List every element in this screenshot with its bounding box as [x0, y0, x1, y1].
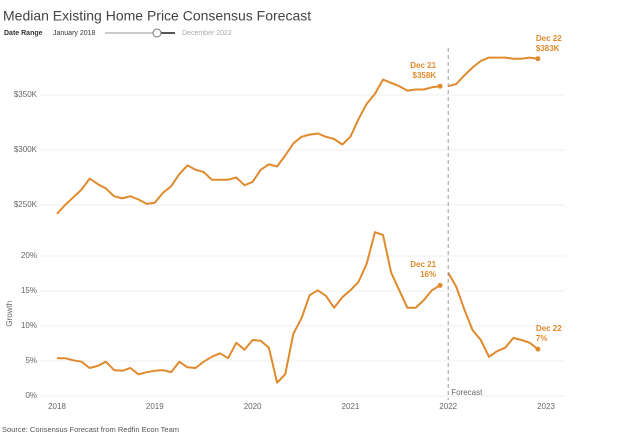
- value-label: Dec 21 16%: [410, 260, 437, 280]
- value-label: Dec 21 $358K: [410, 61, 437, 81]
- x-tick-label: 2021: [342, 402, 360, 411]
- y-axis-label: Growth: [5, 301, 14, 327]
- y-tick-label: 0%: [25, 391, 37, 400]
- point: [535, 56, 541, 62]
- x-tick-label: 2020: [244, 402, 262, 411]
- point: [437, 83, 443, 89]
- line: [56, 78, 441, 215]
- slider-knob[interactable]: [152, 28, 162, 38]
- y-tick-label: 15%: [21, 286, 37, 295]
- x-tick-label: 2018: [48, 402, 66, 411]
- line: [447, 56, 539, 88]
- point: [437, 282, 443, 288]
- filter-label: Date Range: [4, 30, 43, 37]
- x-tick-label: 2019: [146, 402, 164, 411]
- source: Source: Consensus Forecast from Redfin E…: [2, 425, 179, 434]
- filter-to: December 2022: [182, 30, 232, 37]
- y-tick-label: 5%: [25, 356, 37, 365]
- point: [535, 346, 541, 352]
- y-tick-label: 10%: [21, 321, 37, 330]
- y-tick-label: $250K: [14, 200, 38, 209]
- value-label: Dec 22 $383K: [535, 33, 562, 53]
- line: [447, 272, 539, 358]
- value-label: Dec 22 7%: [535, 324, 562, 344]
- forecast-label: Forecast: [451, 388, 483, 397]
- y-tick-label: 20%: [21, 251, 37, 260]
- line: [57, 231, 441, 384]
- chart-title: Median Existing Home Price Consensus For…: [3, 8, 311, 24]
- x-tick-label: 2023: [537, 402, 555, 411]
- filter-from: January 2018: [53, 30, 96, 37]
- y-tick-label: $300K: [14, 145, 38, 154]
- x-tick-label: 2022: [439, 402, 457, 411]
- y-tick-label: $350K: [14, 90, 38, 99]
